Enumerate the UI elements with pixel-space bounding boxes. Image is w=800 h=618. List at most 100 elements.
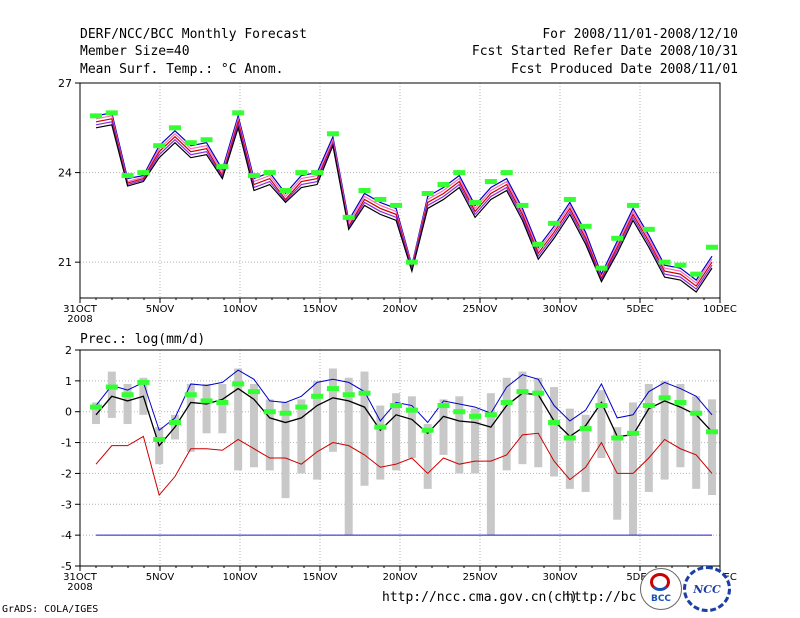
prec-range-bar	[518, 371, 527, 465]
temp-observed-mark	[658, 259, 671, 265]
prec-observed-mark	[484, 412, 497, 418]
prec-frame	[79, 349, 721, 567]
prec-ytick-label: 2	[65, 344, 72, 357]
prec-observed-mark	[326, 386, 339, 392]
temp-ytick-label: 27	[58, 77, 72, 90]
prec-range-bar	[202, 383, 211, 434]
temp-observed-mark	[421, 190, 434, 196]
temp-observed-mark	[121, 173, 134, 179]
header-variable: Mean Surf. Temp.: °C Anom.	[80, 62, 284, 77]
prec-observed-mark	[216, 399, 229, 405]
temp-observed-mark	[484, 179, 497, 185]
temp-xtick-label: 5DEC	[626, 304, 653, 315]
prec-observed-mark	[500, 399, 513, 405]
header-title: DERF/NCC/BCC Monthly Forecast	[80, 27, 307, 42]
prec-range-bar	[281, 402, 290, 499]
bcc-url[interactable]: http://bcc.cma.gov.cn	[566, 590, 636, 605]
prec-range-bar	[676, 383, 685, 468]
prec-xtick-label: 5NOV	[146, 572, 175, 583]
prec-lower-line	[95, 432, 713, 497]
prec-observed-mark	[563, 435, 576, 441]
prec-observed-mark	[516, 389, 529, 395]
prec-observed-mark	[611, 435, 624, 441]
temp-observed-mark	[184, 140, 197, 146]
prec-xtick-label: 20NOV	[383, 572, 418, 583]
prec-observed-mark	[263, 409, 276, 415]
ncc-url[interactable]: http://ncc.cma.gov.cn(ch)	[382, 590, 578, 605]
temp-xtick-label: 5NOV	[146, 304, 175, 315]
header-member-size: Member Size=40	[80, 44, 190, 59]
prec-range-bar	[123, 383, 132, 425]
temp-observed-mark	[548, 220, 561, 226]
header-start-date: Fcst Started Refer Date 2008/10/31	[471, 44, 738, 59]
prec-observed-mark	[390, 403, 403, 409]
prec-range-bar	[692, 396, 701, 489]
temp-observed-mark	[90, 113, 102, 119]
prec-range-bar	[471, 408, 480, 474]
temp-observed-mark	[642, 226, 655, 232]
prec-range-bar	[644, 383, 653, 492]
temp-observed-mark	[706, 244, 718, 250]
temp-observed-mark	[342, 214, 355, 220]
prec-range-bar	[708, 399, 716, 496]
temp-member-2-line	[95, 115, 713, 284]
prec-range-bar	[455, 396, 464, 474]
temp-member-3-line	[95, 118, 713, 287]
temp-observed-mark	[453, 170, 466, 176]
temp-observed-mark	[500, 170, 513, 176]
temp-observed-mark	[168, 125, 181, 131]
ncc-logo-text: NCC	[693, 583, 721, 596]
prec-observed-mark	[579, 426, 592, 432]
header-produced-date: Fcst Produced Date 2008/11/01	[511, 62, 738, 77]
prec-observed-mark	[690, 410, 703, 416]
prec-observed-mark	[548, 420, 561, 426]
bcc-swirl-icon	[650, 573, 670, 591]
prec-range-bar	[423, 424, 432, 489]
temp-observed-mark	[279, 188, 292, 193]
temp-observed-mark	[105, 110, 118, 116]
prec-upper-line	[95, 369, 713, 432]
prec-range-bar	[186, 383, 195, 452]
prec-observed-mark	[358, 390, 371, 396]
prec-range-bar	[107, 371, 116, 418]
prec-range-bar	[360, 371, 369, 486]
prec-ytick-label: -2	[61, 467, 72, 480]
prec-observed-mark	[706, 429, 718, 435]
prec-observed-mark	[232, 381, 245, 387]
prec-xtick-label: 30NOV	[543, 572, 578, 583]
temp-member-1-line	[95, 112, 713, 281]
temp-observed-mark	[247, 173, 260, 179]
prec-observed-mark	[658, 395, 671, 401]
temp-member-4-line	[95, 121, 713, 290]
prec-observed-mark	[342, 392, 355, 398]
prec-observed-mark	[437, 403, 450, 409]
prec-range-bar	[486, 393, 495, 536]
prec-range-bar	[265, 399, 274, 471]
temp-xtick-label: 31OCT	[63, 304, 98, 315]
prec-xsub-label: 2008	[67, 582, 92, 593]
prec-xtick-label: 5DEC	[626, 572, 653, 583]
temp-observed-mark	[579, 223, 592, 229]
prec-range-bar	[313, 380, 322, 480]
temp-observed-mark	[611, 235, 624, 241]
temp-ytick-label: 24	[58, 167, 72, 180]
prec-observed-mark	[532, 390, 545, 396]
prec-observed-mark	[121, 392, 134, 398]
prec-range-bar	[297, 399, 306, 474]
bcc-logo: BCC	[640, 568, 682, 610]
prec-range-bar	[660, 380, 669, 480]
prec-observed-mark	[421, 427, 434, 433]
prec-observed-mark	[311, 393, 324, 399]
prec-ytick-label: -5	[61, 560, 72, 573]
prec-observed-mark	[184, 392, 197, 398]
prec-ytick-label: -4	[61, 529, 72, 542]
prec-observed-mark	[200, 398, 213, 404]
temp-xtick-label: 20NOV	[383, 304, 418, 315]
prec-observed-mark	[90, 404, 102, 410]
prec-xtick-label: 10NOV	[223, 572, 258, 583]
temp-xtick-label: 25NOV	[463, 304, 498, 315]
prec-observed-mark	[168, 420, 181, 426]
prec-observed-mark	[453, 409, 466, 415]
prec-observed-mark	[674, 399, 687, 405]
temp-observed-mark	[674, 262, 687, 268]
